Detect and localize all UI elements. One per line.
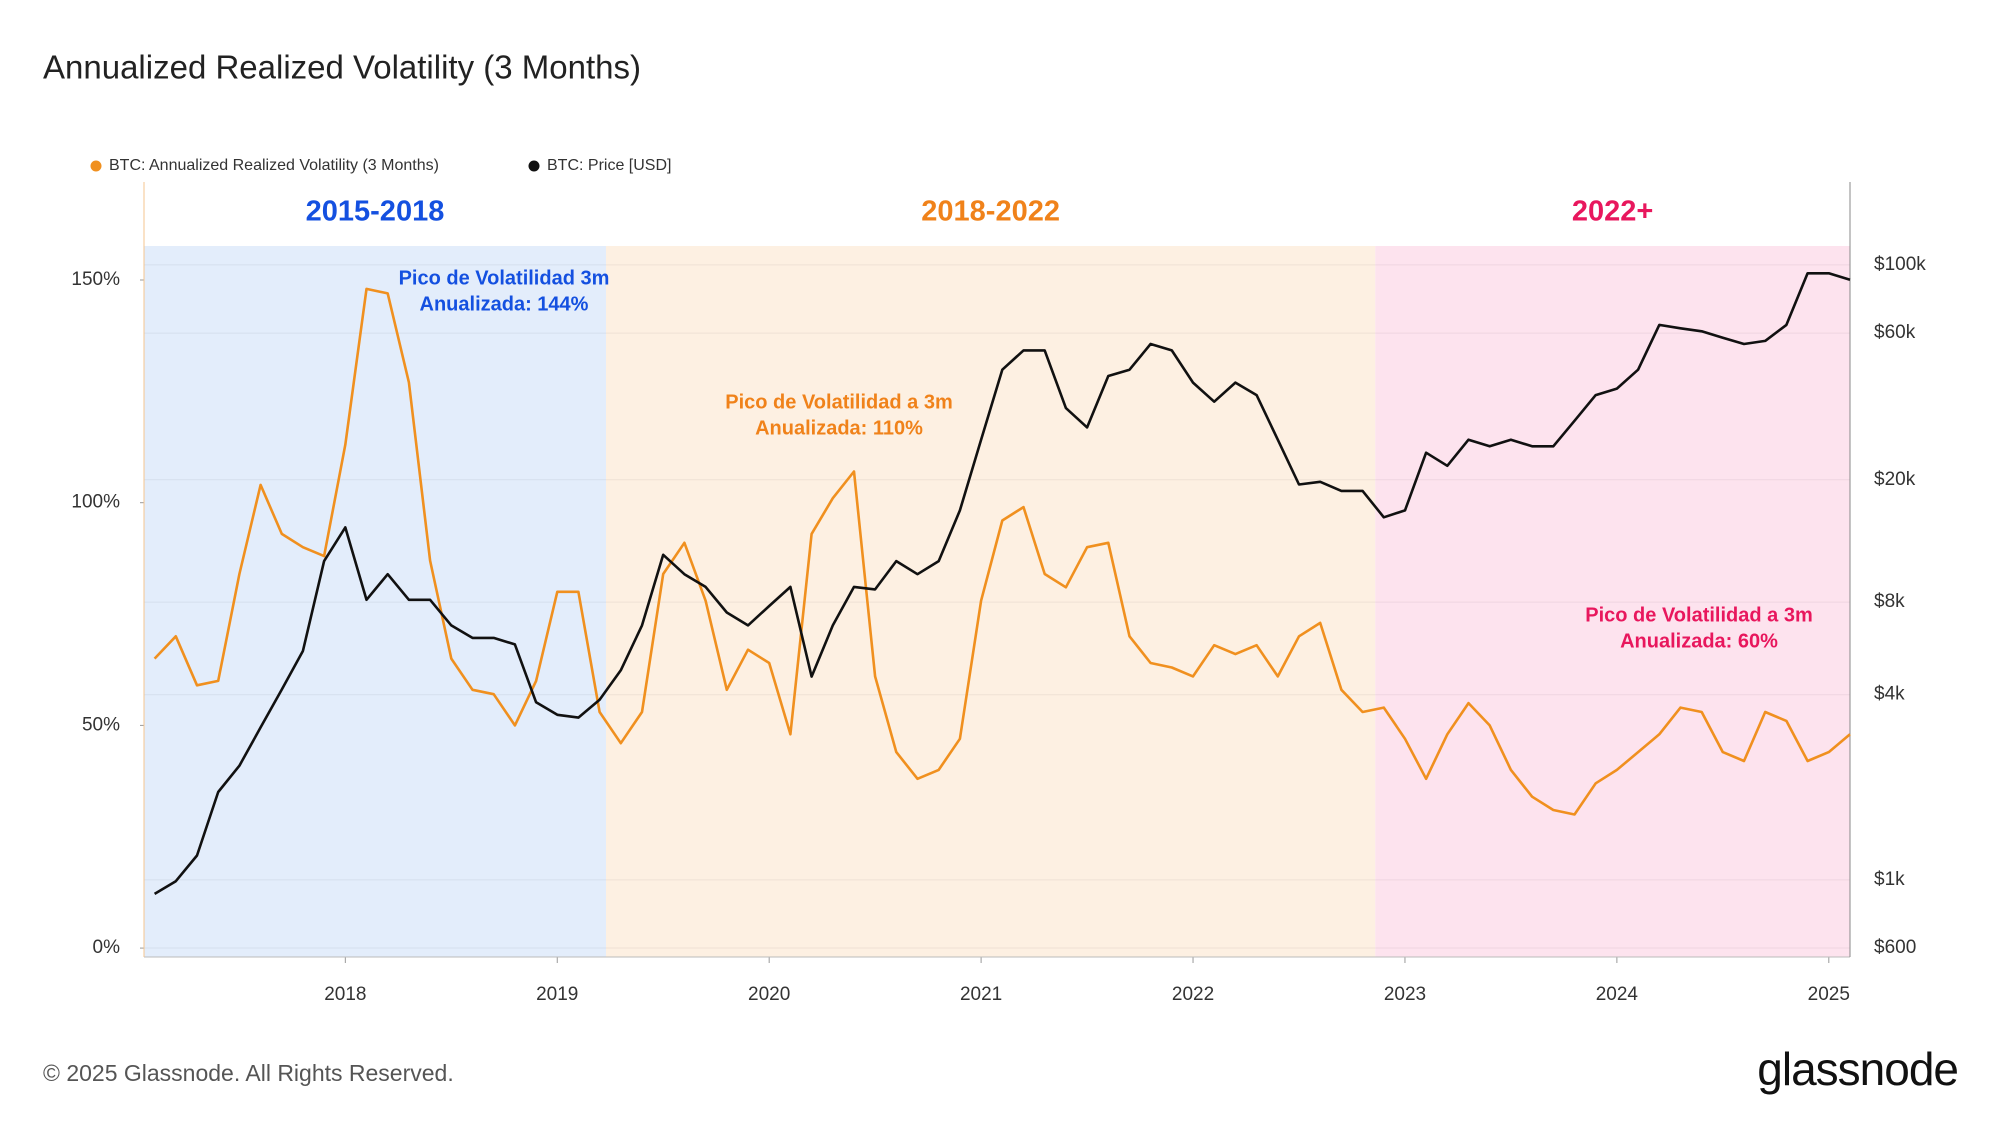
- y2-tick-label: $60k: [1874, 322, 1916, 343]
- annotation-text: Pico de Volatilidad a 3m: [1585, 604, 1812, 626]
- region-band: [144, 246, 606, 957]
- x-tick-label: 2023: [1384, 984, 1426, 1005]
- y-tick-label: 150%: [71, 269, 120, 290]
- series-line: [153, 272, 1851, 896]
- x-tick-label: 2021: [960, 984, 1002, 1005]
- x-tick-label: 2020: [748, 984, 790, 1005]
- region-band: [605, 246, 1376, 957]
- y2-tick-label: $20k: [1874, 469, 1916, 490]
- y-tick-label: 50%: [82, 714, 120, 735]
- chart-title: Annualized Realized Volatility (3 Months…: [43, 49, 641, 86]
- legend-marker: [528, 160, 540, 172]
- annotation-text: Pico de Volatilidad 3m: [399, 267, 610, 289]
- x-tick-label: 2019: [536, 984, 578, 1005]
- legend-marker: [90, 160, 102, 172]
- region-label: 2022+: [1572, 196, 1653, 228]
- x-tick-label: 2018: [324, 984, 366, 1005]
- x-tick-label: 2022: [1172, 984, 1214, 1005]
- y-tick-label: 100%: [71, 492, 120, 513]
- annotation-text: Anualizada: 60%: [1620, 630, 1778, 652]
- legend-label: BTC: Annualized Realized Volatility (3 M…: [109, 157, 439, 174]
- logo: glassnode: [1757, 1043, 1958, 1095]
- copyright: © 2025 Glassnode. All Rights Reserved.: [43, 1060, 454, 1086]
- y2-tick-label: $1k: [1874, 869, 1905, 890]
- region-band: [1375, 246, 1850, 957]
- y2-tick-label: $4k: [1874, 684, 1905, 705]
- y2-tick-label: $600: [1874, 937, 1916, 958]
- region-label: 2015-2018: [306, 196, 445, 228]
- x-tick-label: 2024: [1596, 984, 1639, 1005]
- annotation-text: Pico de Volatilidad a 3m: [725, 391, 952, 413]
- y2-tick-label: $100k: [1874, 254, 1926, 275]
- y2-tick-label: $8k: [1874, 591, 1905, 612]
- x-tick-label: 2025: [1808, 984, 1850, 1005]
- region-label: 2018-2022: [921, 196, 1060, 228]
- annotation-text: Anualizada: 144%: [420, 293, 589, 315]
- legend-label: BTC: Price [USD]: [547, 157, 671, 174]
- y-tick-label: 0%: [93, 937, 121, 958]
- annotation-text: Anualizada: 110%: [755, 417, 923, 439]
- series-line: [153, 287, 1851, 816]
